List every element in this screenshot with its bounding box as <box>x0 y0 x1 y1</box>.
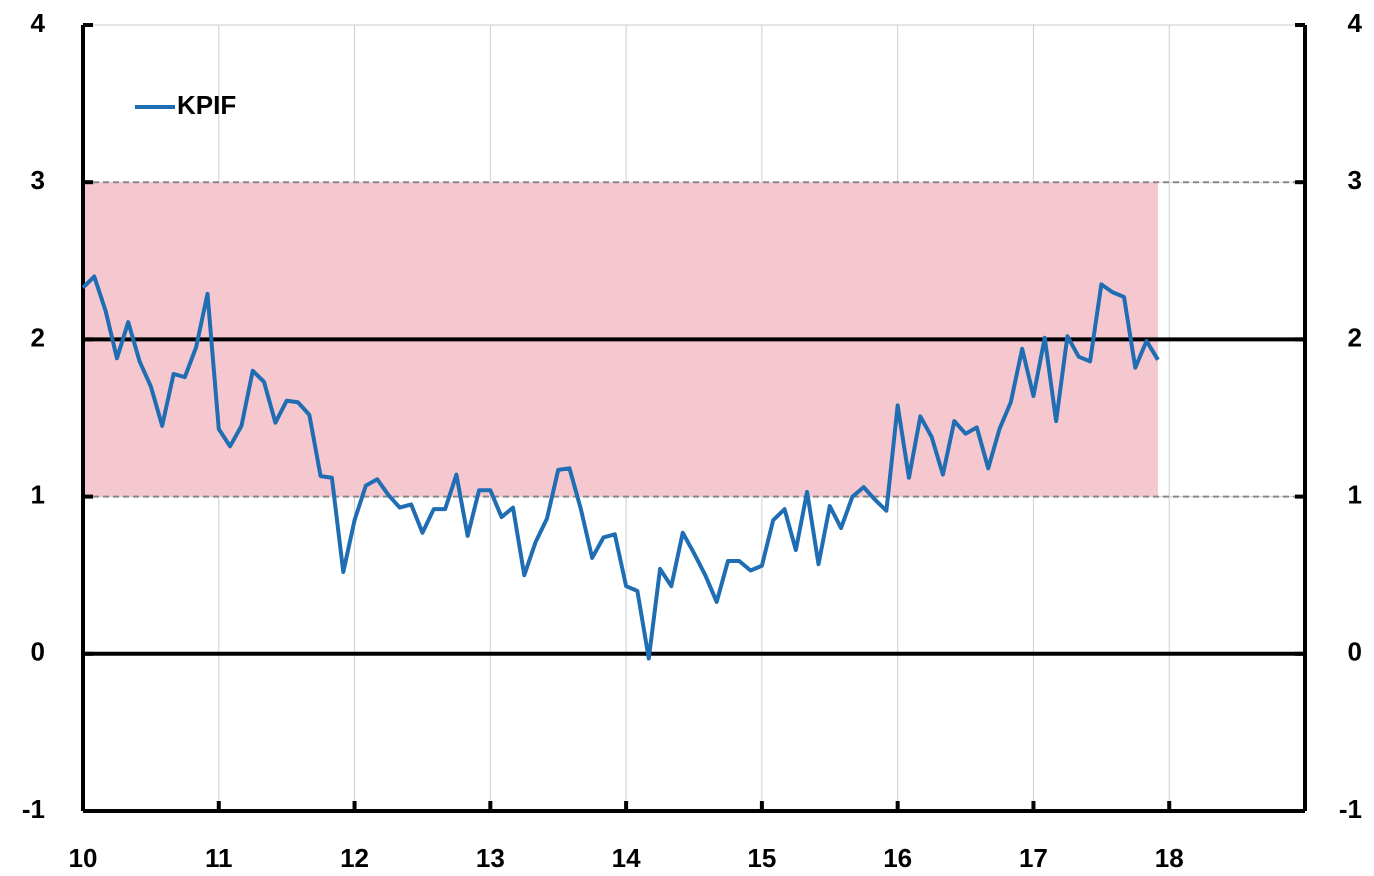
x-tick-label: 11 <box>205 843 233 873</box>
y2-tick-label: 0 <box>1348 637 1362 667</box>
y2-tick-label: 2 <box>1348 322 1362 352</box>
y2-tick-label: 1 <box>1348 479 1362 509</box>
x-tick-label: 13 <box>476 843 505 873</box>
y-tick-label: 2 <box>31 322 45 352</box>
y2-tick-label: 3 <box>1348 165 1362 195</box>
x-tick-label: 14 <box>612 843 641 873</box>
y-tick-label: 1 <box>31 479 45 509</box>
y-tick-label: -1 <box>22 794 45 824</box>
x-tick-label: 15 <box>747 843 776 873</box>
y2-tick-label: 4 <box>1348 8 1363 38</box>
x-tick-label: 10 <box>69 843 98 873</box>
x-tick-label: 17 <box>1019 843 1048 873</box>
line-series <box>81 274 1160 661</box>
x-tick-label: 16 <box>883 843 912 873</box>
y-tick-label: 3 <box>31 165 45 195</box>
y2-tick-label: -1 <box>1339 794 1362 824</box>
y-tick-label: 0 <box>31 637 45 667</box>
y-tick-label: 4 <box>31 8 46 38</box>
x-tick-label: 18 <box>1155 843 1184 873</box>
legend-label: KPIF <box>177 90 236 120</box>
x-tick-label: 12 <box>340 843 369 873</box>
